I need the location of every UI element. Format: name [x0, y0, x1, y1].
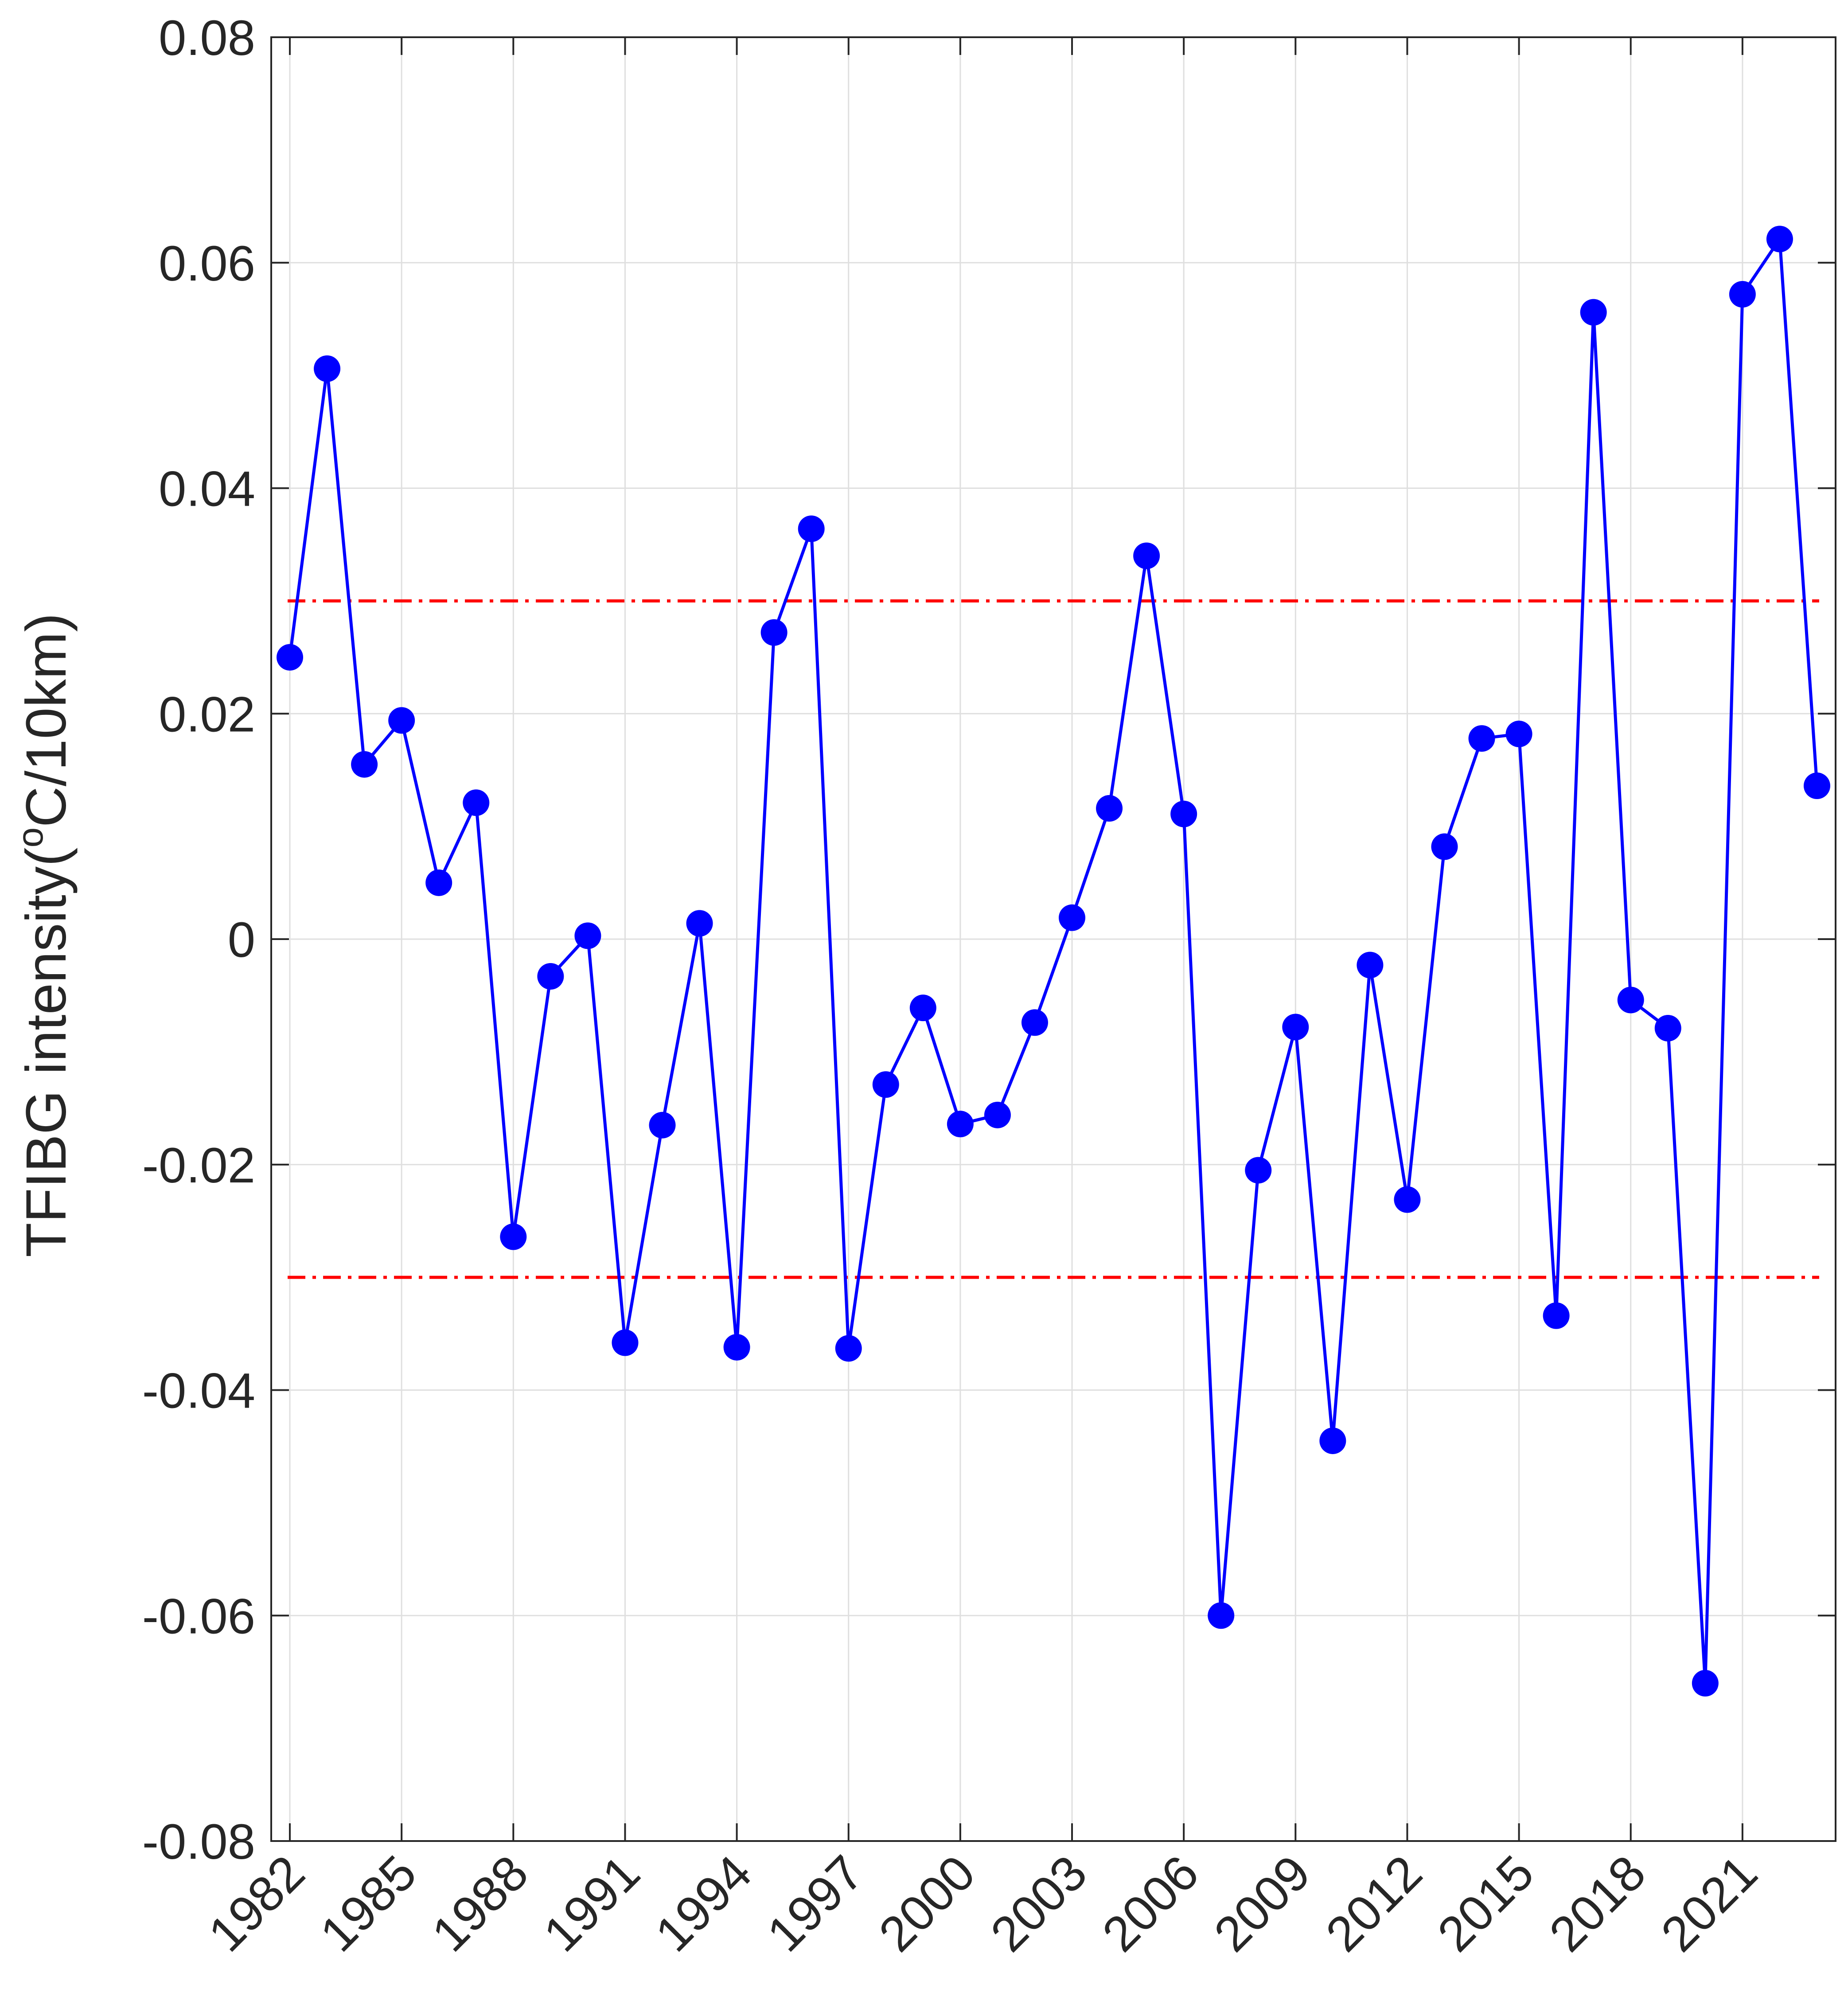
threshold-lines	[288, 599, 1819, 1279]
data-point	[760, 619, 788, 646]
data-point	[388, 707, 415, 734]
data-point	[1133, 542, 1160, 570]
data-point	[574, 922, 601, 949]
data-point	[1282, 1014, 1309, 1041]
y-tick-label: -0.02	[142, 1138, 255, 1193]
grid-lines	[271, 36, 1836, 1842]
data-point	[1729, 281, 1756, 308]
y-tick-label: 0.02	[159, 687, 255, 742]
data-point	[1803, 772, 1830, 800]
data-point	[1505, 721, 1532, 748]
data-point	[649, 1112, 676, 1139]
y-tick-label: 0.06	[159, 236, 255, 291]
x-tick-label: 2012	[1315, 1845, 1433, 1962]
data-point	[537, 963, 564, 990]
data-point	[872, 1071, 899, 1098]
x-tick-label: 2009	[1204, 1845, 1321, 1962]
x-tick-label: 2021	[1650, 1845, 1768, 1962]
y-tick-label: -0.08	[142, 1814, 255, 1869]
data-point	[1580, 299, 1607, 326]
data-point	[1319, 1427, 1346, 1454]
data-point	[1208, 1602, 1235, 1629]
series-line	[288, 237, 1819, 1685]
data-point	[1096, 795, 1123, 822]
data-point	[1357, 952, 1384, 979]
y-tick-label: 0.04	[159, 461, 255, 517]
x-tick-label: 1991	[533, 1845, 651, 1962]
data-point	[463, 789, 490, 816]
y-tick-label: -0.06	[142, 1588, 255, 1644]
data-point	[1766, 226, 1793, 253]
x-tick-label: 2006	[1092, 1845, 1209, 1962]
data-point	[1617, 987, 1644, 1014]
data-point	[1654, 1014, 1681, 1042]
x-tick-label: 2018	[1539, 1845, 1656, 1962]
data-point	[425, 869, 452, 896]
data-point	[1692, 1670, 1719, 1697]
data-point	[1431, 833, 1458, 860]
data-point	[1543, 1302, 1570, 1329]
data-point	[984, 1101, 1011, 1128]
data-series	[277, 226, 1830, 1697]
data-point	[947, 1111, 974, 1138]
x-tick-label: 1985	[310, 1845, 427, 1962]
x-tick-label: 2003	[980, 1845, 1097, 1962]
data-point	[1245, 1157, 1272, 1184]
data-point	[612, 1329, 639, 1356]
x-tick-label: 2000	[868, 1845, 986, 1962]
y-tick-label: 0	[228, 912, 255, 967]
y-tick-label: 0.08	[159, 10, 255, 66]
data-point	[798, 515, 825, 542]
axes	[270, 36, 1836, 1842]
x-tick-label: 1988	[421, 1845, 539, 1962]
x-tick-label: 1994	[645, 1845, 762, 1962]
y-tick-label: -0.04	[142, 1363, 255, 1419]
data-point	[1059, 904, 1086, 931]
data-point	[314, 355, 341, 382]
x-tick-label: 2015	[1427, 1845, 1544, 1962]
data-point	[1468, 725, 1495, 752]
x-tick-label: 1997	[756, 1845, 874, 1962]
data-point	[723, 1334, 750, 1361]
data-point	[1394, 1186, 1421, 1213]
data-point	[500, 1223, 527, 1250]
data-point	[1021, 1009, 1048, 1036]
data-point	[351, 751, 378, 778]
data-point	[1170, 800, 1197, 827]
y-axis-label: TFIBG intensity(oC/10km)	[10, 613, 78, 1257]
data-point	[277, 644, 304, 671]
data-point	[835, 1335, 862, 1362]
data-point	[909, 995, 936, 1022]
data-point	[686, 910, 713, 937]
